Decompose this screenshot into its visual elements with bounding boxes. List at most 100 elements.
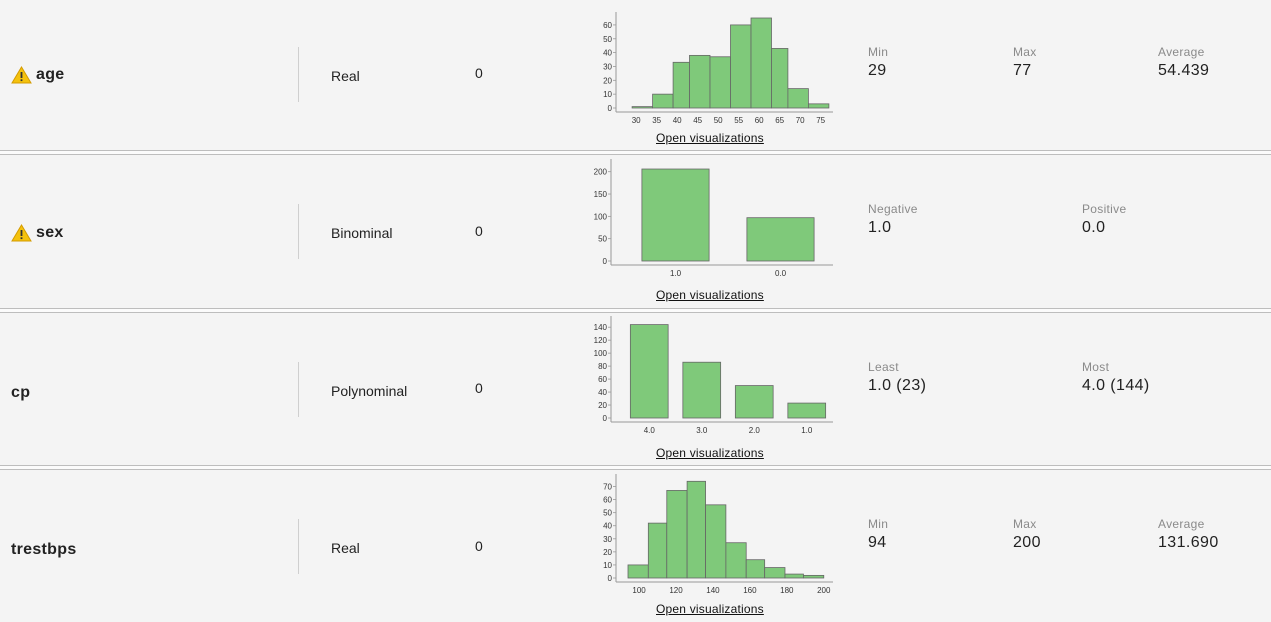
- x-tick-label: 30: [632, 116, 641, 125]
- y-tick-label: 30: [603, 62, 612, 71]
- histogram-chart[interactable]: 0 10 20 30 40 50 60 30 35 40 45 50 55 60 65 70 75: [590, 2, 840, 125]
- x-tick-label: 160: [743, 586, 757, 595]
- missing-count: 0: [475, 380, 483, 396]
- stat-label: Negative: [868, 202, 918, 216]
- y-tick-label: 0: [608, 104, 613, 113]
- stat-label: Max: [1013, 517, 1037, 531]
- attribute-row[interactable]: cp Polynominal 0 0 20 40 60 80 100 120 140 4.0 3.…: [0, 313, 1271, 463]
- stat-value: 54.439: [1158, 62, 1210, 79]
- x-tick-label: 0.0: [775, 269, 787, 278]
- y-tick-label: 50: [598, 235, 607, 244]
- stat-min: Min 29: [868, 45, 888, 80]
- x-tick-label: 4.0: [644, 426, 656, 435]
- x-tick-label: 70: [796, 116, 805, 125]
- stat-label: Average: [1158, 517, 1205, 531]
- stat-least: Least 1.0 (23): [868, 360, 926, 395]
- y-tick-label: 10: [603, 90, 612, 99]
- x-tick-label: 50: [714, 116, 723, 125]
- y-tick-label: 80: [598, 362, 607, 371]
- histogram-bar: [787, 88, 809, 109]
- y-tick-label: 20: [598, 401, 607, 410]
- x-tick-label: 2.0: [749, 426, 761, 435]
- x-tick-label: 75: [816, 116, 825, 125]
- open-visualizations-link[interactable]: Open visualizations: [656, 602, 764, 616]
- histogram-bar: [745, 559, 766, 579]
- bar-chart[interactable]: 0 20 40 60 80 100 120 140 4.0 3.0 2.0 1.0: [590, 314, 840, 435]
- y-tick-label: 120: [594, 336, 608, 345]
- y-tick-label: 10: [603, 561, 612, 570]
- stat-label: Min: [868, 517, 889, 531]
- y-tick-label: 100: [594, 349, 608, 358]
- histogram-chart[interactable]: 0 10 20 30 40 50 60 70 100 120 140 160 180 200: [590, 472, 840, 595]
- bar-chart[interactable]: 0 50 100 150 200 1.0 0.0: [590, 157, 840, 278]
- histogram-bar: [672, 61, 690, 109]
- category-bar: [682, 361, 722, 419]
- row-separator: [0, 308, 1271, 313]
- stat-most: Most 4.0 (144): [1082, 360, 1150, 395]
- stat-average: Average 131.690: [1158, 517, 1219, 552]
- histogram-bar: [730, 24, 752, 109]
- x-tick-label: 45: [693, 116, 702, 125]
- stat-value: 1.0 (23): [868, 377, 927, 394]
- stat-average: Average 54.439: [1158, 45, 1209, 80]
- attribute-row[interactable]: trestbps Real 0 0 10 20 30 40 50 60 70 100 120 140…: [0, 470, 1271, 620]
- attribute-type: Polynominal: [331, 383, 408, 399]
- attribute-name-text: age: [36, 66, 65, 83]
- row-separator: [0, 465, 1271, 470]
- histogram-bar: [666, 490, 688, 579]
- open-visualizations-link[interactable]: Open visualizations: [656, 446, 764, 460]
- histogram-bar: [627, 564, 649, 579]
- attribute-name[interactable]: trestbps: [11, 541, 77, 559]
- y-tick-label: 20: [603, 548, 612, 557]
- x-tick-label: 120: [669, 586, 683, 595]
- stat-max: Max 200: [1013, 517, 1041, 552]
- y-tick-label: 0: [608, 574, 613, 583]
- histogram-bar: [689, 54, 711, 109]
- missing-count: 0: [475, 223, 483, 239]
- attribute-name[interactable]: cp: [11, 384, 30, 402]
- histogram-bar: [686, 480, 706, 579]
- stat-label: Least: [868, 360, 899, 374]
- x-tick-label: 55: [734, 116, 743, 125]
- y-tick-label: 20: [603, 76, 612, 85]
- column-divider: [298, 519, 299, 574]
- stat-value: 77: [1013, 62, 1032, 79]
- stat-value: 94: [868, 534, 887, 551]
- y-tick-label: 70: [603, 483, 612, 492]
- column-divider: [298, 362, 299, 417]
- stat-label: Positive: [1082, 202, 1127, 216]
- open-visualizations-link[interactable]: Open visualizations: [656, 131, 764, 145]
- y-tick-label: 40: [598, 388, 607, 397]
- y-tick-label: 200: [594, 168, 608, 177]
- attribute-name[interactable]: sex: [11, 224, 64, 242]
- histogram-bar: [631, 106, 653, 109]
- open-visualizations-link[interactable]: Open visualizations: [656, 288, 764, 302]
- stat-label: Most: [1082, 360, 1110, 374]
- y-tick-label: 60: [603, 496, 612, 505]
- warning-icon: [11, 224, 32, 242]
- missing-count: 0: [475, 65, 483, 81]
- y-tick-label: 50: [603, 509, 612, 518]
- attribute-name-text: trestbps: [11, 541, 77, 558]
- histogram-bar: [771, 48, 789, 109]
- stat-value: 1.0: [868, 219, 892, 236]
- category-bar: [641, 168, 710, 262]
- category-bar: [734, 385, 774, 419]
- y-tick-label: 150: [594, 190, 608, 199]
- x-tick-label: 1.0: [670, 269, 682, 278]
- y-tick-label: 60: [603, 21, 612, 30]
- y-tick-label: 40: [603, 522, 612, 531]
- stat-value: 200: [1013, 534, 1041, 551]
- attribute-name[interactable]: age: [11, 66, 64, 84]
- attribute-row[interactable]: age Real 0 0 10 20 30 40 50 60 30 35 40 45 50 55 60 65…: [0, 0, 1271, 150]
- stat-max: Max 77: [1013, 45, 1037, 80]
- y-tick-label: 60: [598, 375, 607, 384]
- x-tick-label: 40: [673, 116, 682, 125]
- attribute-row[interactable]: sex Binominal 0 0 50 100 150 200 1.0 0.0 Open …: [0, 155, 1271, 305]
- stat-min: Min 94: [868, 517, 888, 552]
- stat-label: Max: [1013, 45, 1037, 59]
- x-tick-label: 200: [817, 586, 831, 595]
- stat-positive: Positive 0.0: [1082, 202, 1126, 237]
- y-tick-label: 40: [603, 49, 612, 58]
- category-bar: [629, 324, 669, 419]
